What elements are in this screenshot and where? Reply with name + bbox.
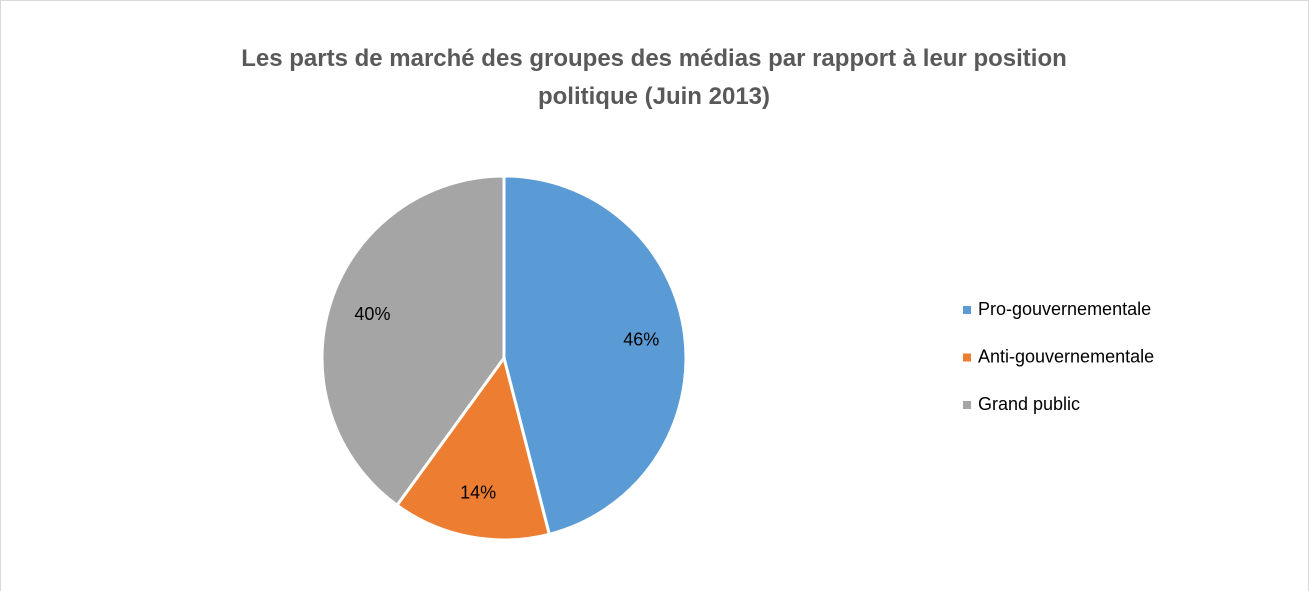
pie-slice — [502, 174, 688, 537]
pie-slice — [320, 174, 506, 508]
legend-swatch — [963, 401, 971, 409]
legend-label: Anti-gouvernementale — [978, 346, 1154, 366]
chart-title: Les parts de marché des groupes des médi… — [241, 45, 1067, 110]
data-label: 46% — [623, 329, 659, 349]
legend-label: Pro-gouvernementale — [978, 299, 1151, 319]
data-label: 14% — [460, 483, 496, 503]
legend-swatch — [963, 353, 971, 362]
legend-label: Grand public — [978, 394, 1080, 414]
legend-swatch — [963, 306, 971, 314]
pie-slice — [394, 354, 552, 542]
data-label: 40% — [354, 304, 390, 324]
